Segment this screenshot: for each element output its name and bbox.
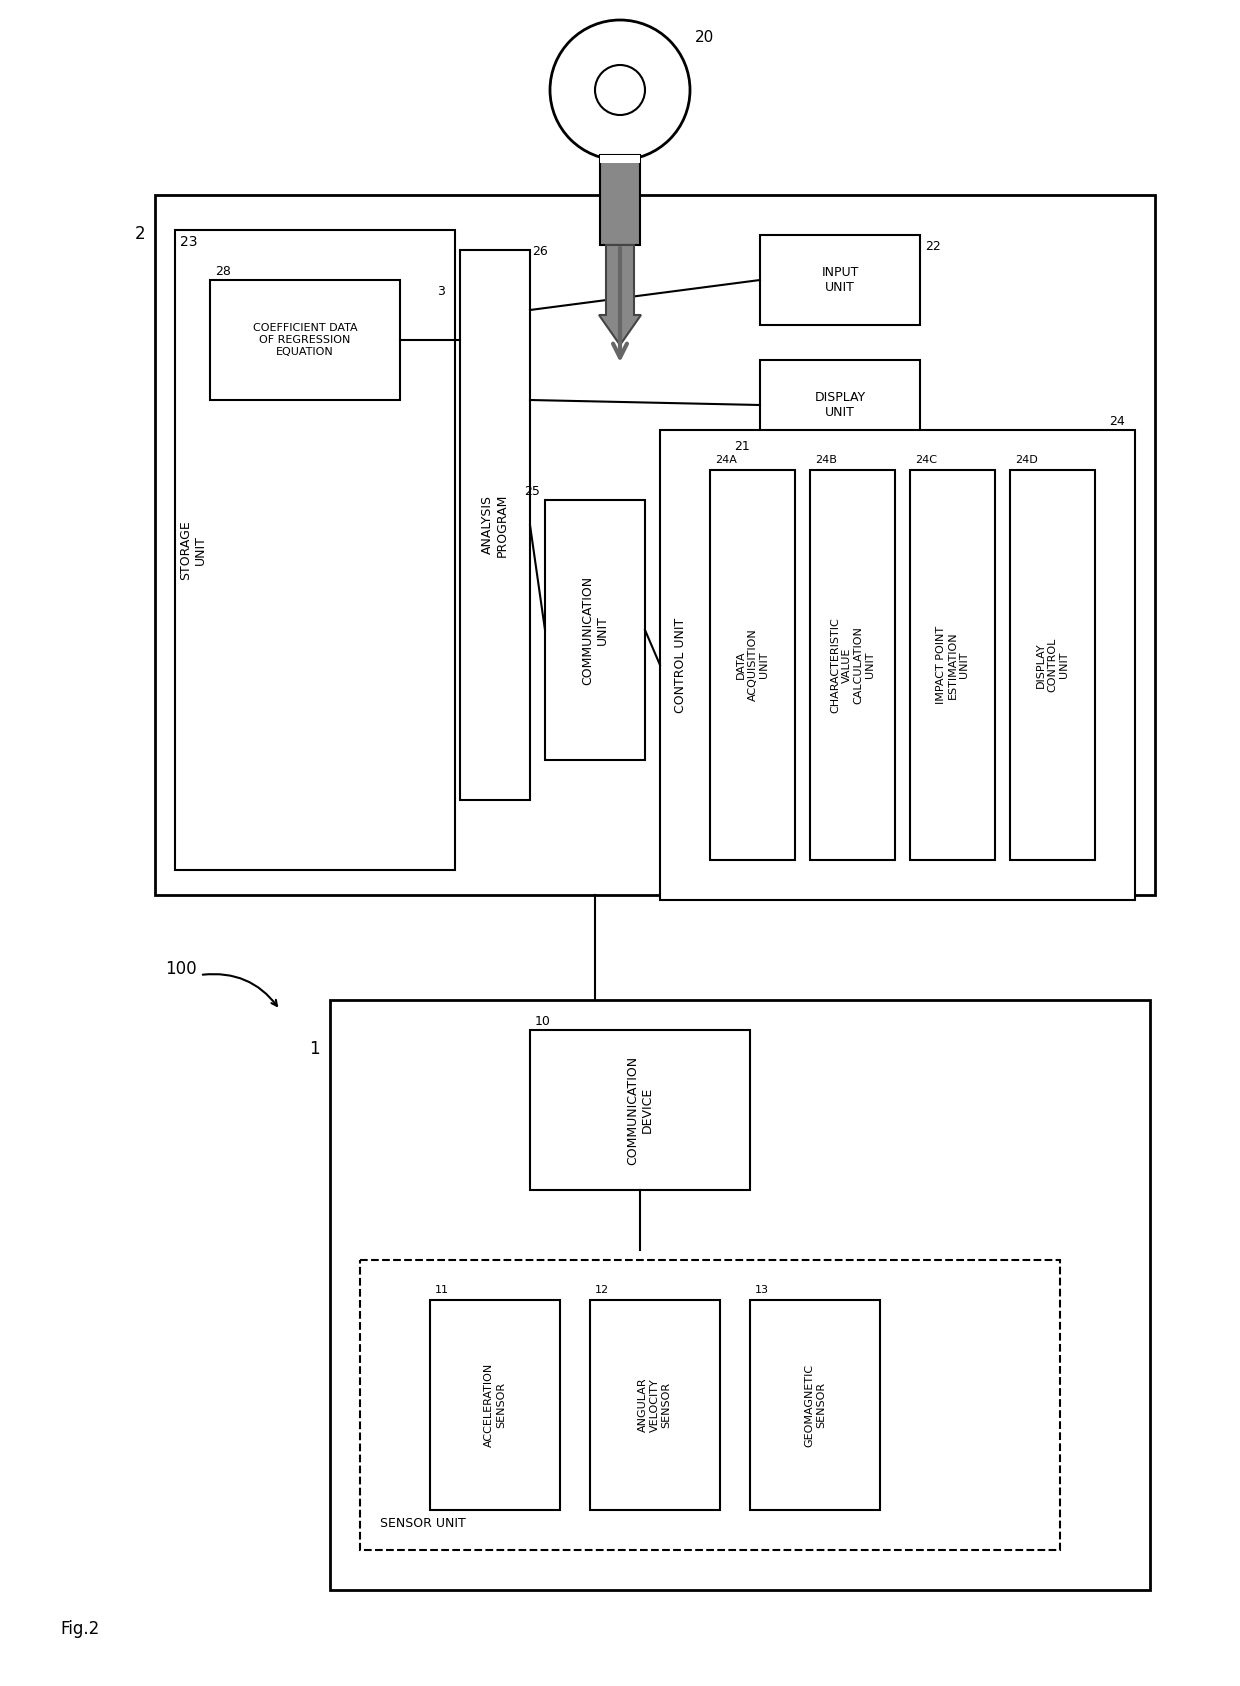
Text: 10: 10 xyxy=(534,1015,551,1028)
Text: 24B: 24B xyxy=(815,455,837,465)
Text: 2: 2 xyxy=(134,224,145,243)
Text: CHARACTERISTIC
VALUE
CALCULATION
UNIT: CHARACTERISTIC VALUE CALCULATION UNIT xyxy=(830,617,875,713)
Text: 24A: 24A xyxy=(715,455,737,465)
Bar xyxy=(711,470,795,860)
Text: 25: 25 xyxy=(525,486,539,497)
Bar xyxy=(360,1259,1060,1549)
Text: COEFFICIENT DATA
OF REGRESSION
EQUATION: COEFFICIENT DATA OF REGRESSION EQUATION xyxy=(253,324,357,357)
Text: DATA
ACQUISITION
UNIT: DATA ACQUISITION UNIT xyxy=(735,629,769,701)
Text: 12: 12 xyxy=(595,1285,609,1295)
Text: 23: 23 xyxy=(180,234,197,250)
Text: 1: 1 xyxy=(309,1040,320,1059)
Bar xyxy=(600,155,640,244)
Bar xyxy=(546,501,645,760)
Bar xyxy=(910,470,994,860)
Text: STORAGE
UNIT: STORAGE UNIT xyxy=(179,519,207,580)
Text: 24: 24 xyxy=(1110,415,1125,428)
Text: SENSOR UNIT: SENSOR UNIT xyxy=(379,1517,466,1529)
Text: 3: 3 xyxy=(438,285,445,298)
Bar xyxy=(430,1300,560,1511)
Text: 11: 11 xyxy=(435,1285,449,1295)
Text: DISPLAY
UNIT: DISPLAY UNIT xyxy=(815,391,866,420)
Text: INPUT
UNIT: INPUT UNIT xyxy=(821,266,858,293)
Text: CONTROL UNIT: CONTROL UNIT xyxy=(673,617,687,713)
Text: COMMUNICATION
UNIT: COMMUNICATION UNIT xyxy=(582,575,609,685)
Bar xyxy=(660,430,1135,900)
Bar xyxy=(760,361,920,450)
Text: Fig.2: Fig.2 xyxy=(60,1620,99,1639)
FancyArrow shape xyxy=(599,244,641,346)
Bar xyxy=(210,280,401,400)
Text: ANALYSIS
PROGRAM: ANALYSIS PROGRAM xyxy=(481,494,508,556)
Text: 28: 28 xyxy=(215,265,231,278)
Bar xyxy=(750,1300,880,1511)
Bar xyxy=(155,196,1154,895)
Text: DISPLAY
CONTROL
UNIT: DISPLAY CONTROL UNIT xyxy=(1035,637,1069,693)
Text: 24D: 24D xyxy=(1016,455,1038,465)
Bar xyxy=(529,1030,750,1190)
Text: 100: 100 xyxy=(165,959,197,978)
Bar xyxy=(760,234,920,325)
Text: 26: 26 xyxy=(532,244,548,258)
Text: 22: 22 xyxy=(925,239,941,253)
Text: ANGULAR
VELOCITY
SENSOR: ANGULAR VELOCITY SENSOR xyxy=(639,1377,672,1433)
Bar xyxy=(1011,470,1095,860)
Text: COMMUNICATION
DEVICE: COMMUNICATION DEVICE xyxy=(626,1055,653,1165)
Text: 24C: 24C xyxy=(915,455,937,465)
Text: 13: 13 xyxy=(755,1285,769,1295)
Text: GEOMAGNETIC
SENSOR: GEOMAGNETIC SENSOR xyxy=(805,1364,826,1447)
Bar xyxy=(460,250,529,799)
Bar xyxy=(810,470,895,860)
Bar xyxy=(600,155,640,164)
Text: IMPACT POINT
ESTIMATION
UNIT: IMPACT POINT ESTIMATION UNIT xyxy=(936,626,970,705)
Bar xyxy=(590,1300,720,1511)
Bar xyxy=(330,1000,1149,1590)
Text: ACCELERATION
SENSOR: ACCELERATION SENSOR xyxy=(484,1362,506,1447)
Bar xyxy=(175,229,455,870)
Text: 21: 21 xyxy=(734,440,750,454)
Text: 20: 20 xyxy=(694,30,714,46)
